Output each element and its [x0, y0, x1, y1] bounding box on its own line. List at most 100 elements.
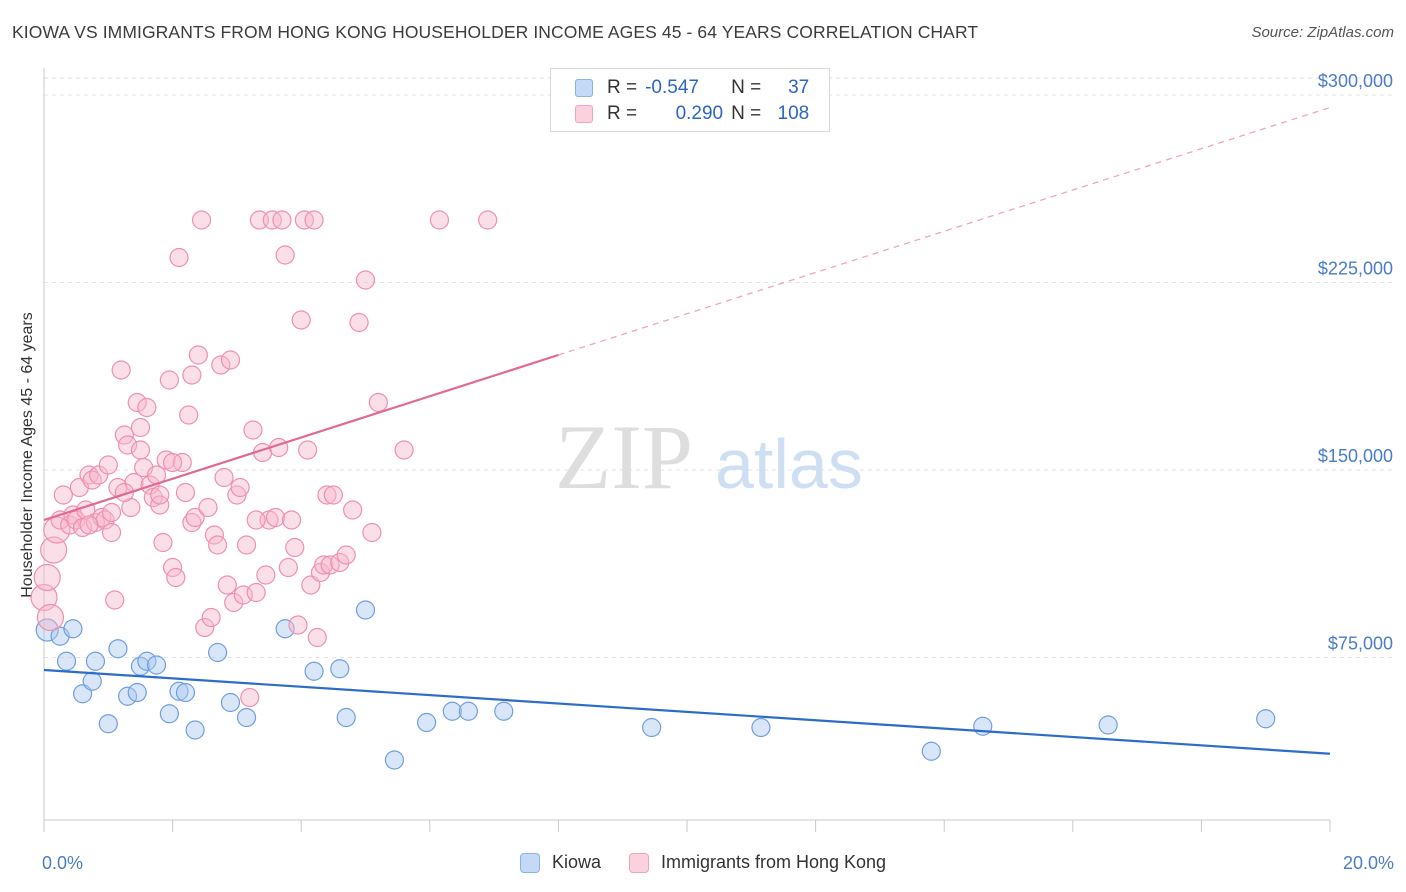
hongkong-point	[114, 482, 134, 503]
series-legend: Kiowa Immigrants from Hong Kong	[0, 852, 1406, 873]
hongkong-point	[89, 465, 109, 485]
hongkong-point	[394, 440, 414, 460]
kiowa-point	[185, 720, 205, 740]
hongkong-point	[150, 495, 170, 515]
hongkong-point	[256, 565, 276, 585]
kiowa-point	[330, 659, 350, 679]
kiowa-point	[175, 682, 196, 703]
hongkong-point	[236, 535, 257, 555]
hongkong-point	[214, 467, 234, 488]
hongkong-point	[362, 522, 382, 543]
kiowa-point	[921, 741, 941, 761]
hongkong-point	[246, 582, 266, 603]
hongkong-point	[343, 500, 363, 520]
hongkong-point	[150, 485, 170, 505]
legend-r-value: 0.290	[675, 103, 724, 124]
kiowa-point	[208, 642, 228, 663]
grid-lines	[44, 77, 1395, 658]
axes	[43, 68, 1331, 832]
hongkong-point	[224, 592, 244, 613]
hongkong-point	[288, 615, 308, 635]
hongkong-point	[53, 485, 73, 505]
hongkong-point	[240, 687, 260, 708]
chart-title: KIOWA VS IMMIGRANTS FROM HONG KONG HOUSE…	[12, 22, 979, 42]
hongkong-point	[211, 355, 231, 375]
hongkong-trend-extension	[558, 106, 1331, 356]
legend-swatch-hongkong	[575, 105, 593, 123]
correlation-legend: R = -0.547 N = 37 R = 0.290 N = 108	[550, 68, 830, 132]
hongkong-point	[163, 452, 183, 473]
hongkong-point	[188, 345, 208, 365]
hongkong-point	[298, 440, 318, 460]
kiowa-point	[442, 701, 462, 721]
hongkong-point	[166, 567, 186, 588]
series-legend-swatch-hongkong	[628, 852, 649, 873]
y-tick-labels: $75,000 $150,000 $225,000 $300,000	[1318, 71, 1393, 654]
hongkong-point	[230, 477, 250, 498]
kiowa-point	[220, 692, 241, 713]
kiowa-point	[63, 619, 83, 639]
kiowa-trend-line	[43, 668, 1331, 755]
legend-swatch-kiowa	[575, 79, 593, 97]
hongkong-point	[40, 536, 68, 564]
kiowa-point	[1256, 709, 1276, 729]
hongkong-point	[262, 210, 282, 230]
hongkong-point	[127, 392, 147, 413]
hongkong-point	[243, 420, 263, 440]
kiowa-point	[117, 686, 138, 706]
legend-r-label: R =	[607, 77, 638, 98]
hongkong-point	[246, 510, 266, 530]
kiowa-point	[82, 671, 102, 691]
hongkong-point	[175, 482, 196, 503]
kiowa-point	[1098, 715, 1118, 735]
hongkong-point	[105, 590, 125, 610]
y-tick-label: $300,000	[1318, 71, 1393, 91]
series-legend-label-hongkong: Immigrants from Hong Kong	[660, 852, 887, 872]
series-legend-kiowa: Kiowa	[519, 852, 601, 873]
hongkong-point	[153, 532, 173, 553]
hongkong-point	[179, 405, 199, 425]
x-axis-min-label: 0.0%	[42, 853, 84, 873]
kiowa-point	[137, 651, 157, 671]
hongkong-point	[101, 502, 122, 523]
series-legend-label-kiowa: Kiowa	[551, 852, 601, 872]
hongkong-point	[195, 617, 215, 638]
hongkong-point	[101, 522, 122, 543]
hongkong-point	[355, 270, 376, 290]
x-axis-max-label: 20.0%	[1342, 853, 1394, 873]
hongkong-point	[220, 350, 241, 370]
kiowa-point	[384, 750, 405, 770]
y-tick-label: $75,000	[1328, 634, 1393, 654]
kiowa-point	[127, 682, 147, 703]
hongkong-point	[82, 470, 102, 490]
hongkong-point	[278, 557, 298, 578]
kiowa-point	[458, 701, 478, 721]
hongkong-point	[265, 507, 286, 528]
y-tick-label: $150,000	[1318, 446, 1393, 466]
legend-r-label: R =	[607, 103, 638, 124]
hongkong-point	[137, 397, 157, 418]
hongkong-point	[307, 627, 327, 648]
hongkong-point	[33, 563, 61, 592]
hongkong-point	[79, 515, 99, 535]
kiowa-point	[169, 681, 189, 701]
hongkong-point	[275, 245, 295, 265]
kiowa-point	[108, 639, 128, 659]
kiowa-point	[642, 717, 662, 738]
legend-n-label: N =	[731, 103, 762, 124]
series-legend-hongkong: Immigrants from Hong Kong	[628, 852, 887, 873]
hongkong-point	[349, 312, 369, 333]
legend-row-kiowa: R = -0.547 N = 37	[575, 76, 809, 100]
hongkong-point	[201, 607, 221, 628]
legend-row-hongkong: R = 0.290 N = 108	[575, 102, 809, 126]
hongkong-point	[330, 552, 350, 573]
hongkong-point	[317, 485, 337, 505]
y-tick-label: $225,000	[1318, 259, 1393, 279]
hongkong-point	[169, 247, 189, 268]
hongkong-point	[291, 310, 311, 330]
hongkong-point	[130, 417, 151, 438]
kiowa-point	[56, 651, 77, 671]
watermark: ZIP atlas	[555, 406, 863, 508]
hongkong-point	[182, 365, 202, 385]
hongkong-point	[98, 455, 118, 475]
